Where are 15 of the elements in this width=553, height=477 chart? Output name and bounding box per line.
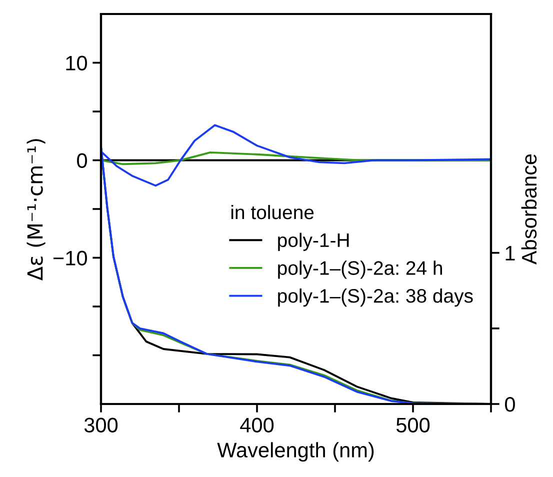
x-tick-label: 500 bbox=[396, 418, 430, 432]
x-axis-title: Wavelength (nm) bbox=[217, 442, 374, 462]
y2-axis-title: Absorbance bbox=[521, 154, 537, 265]
legend-label: poly-1-H bbox=[278, 232, 349, 251]
y-tick-label: 10 bbox=[66, 56, 87, 71]
legend-title: in toluene bbox=[231, 204, 314, 220]
x-tick-label: 300 bbox=[84, 418, 118, 432]
legend-label: poly-1–(S)-2a: 24 h bbox=[278, 260, 442, 279]
legend-label: poly-1–(S)-2a: 38 days bbox=[278, 288, 473, 307]
y-tick-label: 0 bbox=[77, 153, 87, 168]
y2-tick-label: 1 bbox=[506, 246, 515, 260]
y-tick-label: −10 bbox=[53, 250, 87, 266]
x-tick-label: 400 bbox=[240, 418, 274, 432]
y2-tick-label: 0 bbox=[505, 397, 515, 412]
y-axis-title: Δε (M⁻¹·cm⁻¹) bbox=[26, 139, 46, 281]
